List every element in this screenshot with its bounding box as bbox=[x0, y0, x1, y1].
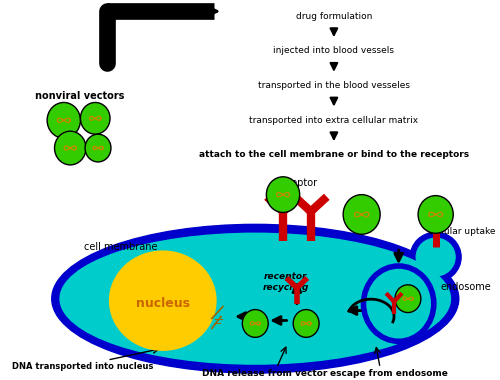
Text: DNA transported into nucleus: DNA transported into nucleus bbox=[12, 361, 153, 370]
Text: transported in the blood vesseles: transported in the blood vesseles bbox=[258, 81, 410, 90]
Circle shape bbox=[47, 103, 80, 138]
Text: nucleus: nucleus bbox=[136, 297, 190, 310]
Circle shape bbox=[85, 134, 111, 162]
Circle shape bbox=[293, 310, 319, 337]
Circle shape bbox=[242, 310, 268, 337]
Text: cellular uptake: cellular uptake bbox=[428, 227, 496, 236]
Ellipse shape bbox=[52, 224, 459, 373]
Circle shape bbox=[80, 103, 110, 134]
Text: transported into extra cellular matrix: transported into extra cellular matrix bbox=[250, 116, 418, 125]
Circle shape bbox=[54, 131, 86, 165]
Text: nonviral vectors: nonviral vectors bbox=[35, 90, 124, 101]
Ellipse shape bbox=[110, 251, 216, 350]
Circle shape bbox=[367, 270, 430, 337]
Text: endosome: endosome bbox=[440, 282, 491, 292]
Circle shape bbox=[395, 285, 421, 313]
Circle shape bbox=[266, 177, 300, 212]
Text: receptor: receptor bbox=[276, 178, 318, 188]
Text: escape from endosome: escape from endosome bbox=[330, 369, 448, 377]
Text: receptor
recycling: receptor recycling bbox=[262, 272, 309, 291]
Text: DNA release from vector: DNA release from vector bbox=[202, 369, 327, 377]
Ellipse shape bbox=[416, 238, 455, 276]
Text: injected into blood vessels: injected into blood vessels bbox=[274, 46, 394, 55]
Circle shape bbox=[343, 195, 380, 234]
Circle shape bbox=[418, 196, 453, 233]
Ellipse shape bbox=[60, 233, 450, 364]
Text: cell membrane: cell membrane bbox=[84, 242, 158, 252]
Text: attach to the cell membrane or bind to the receptors: attach to the cell membrane or bind to t… bbox=[199, 150, 469, 160]
Ellipse shape bbox=[410, 232, 461, 282]
Text: drug formulation: drug formulation bbox=[296, 12, 372, 21]
